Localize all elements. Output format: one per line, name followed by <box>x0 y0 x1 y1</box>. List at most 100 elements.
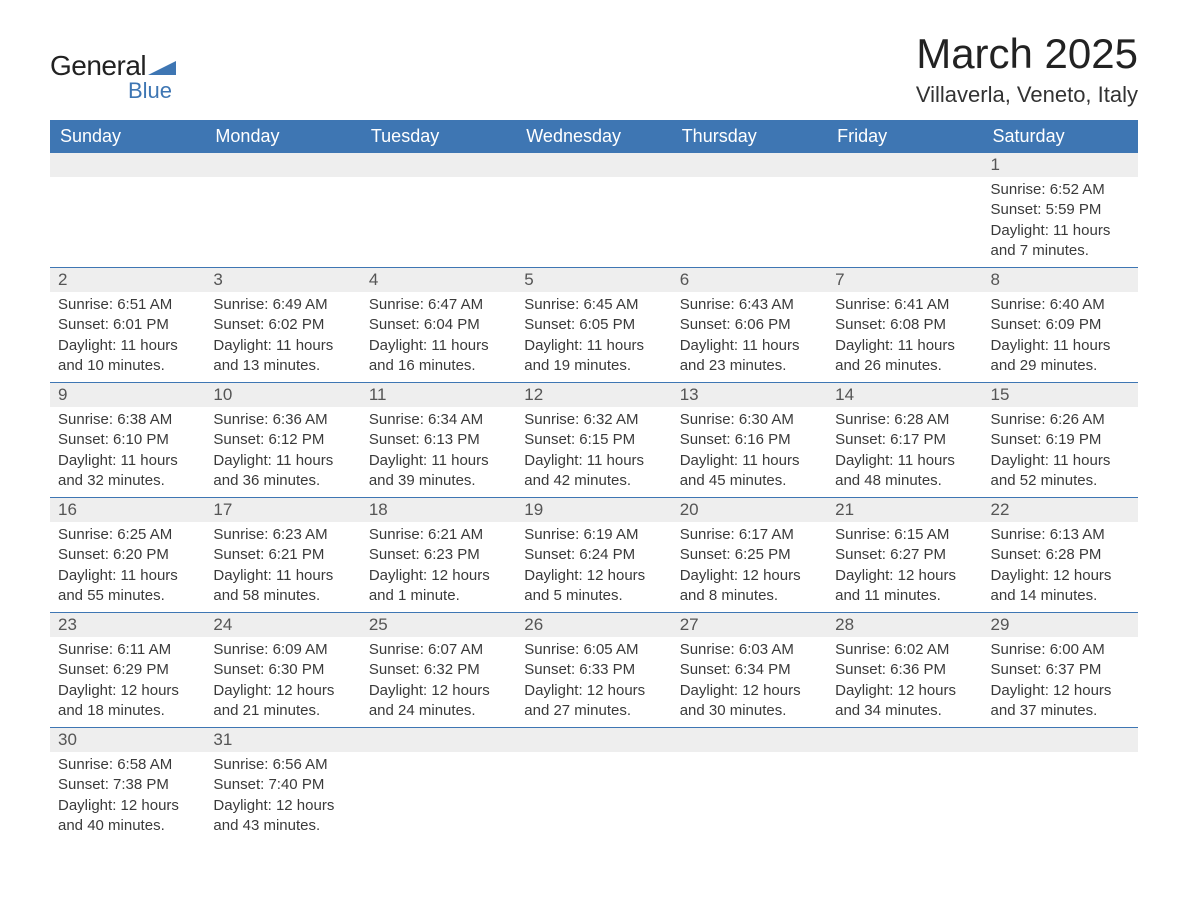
day-cell <box>827 728 982 842</box>
day-cell <box>205 153 360 267</box>
day-cell: 2Sunrise: 6:51 AMSunset: 6:01 PMDaylight… <box>50 268 205 382</box>
day-number: 19 <box>516 498 671 522</box>
day-body: Sunrise: 6:30 AMSunset: 6:16 PMDaylight:… <box>672 407 827 497</box>
sunrise-text: Sunrise: 6:45 AM <box>524 295 663 315</box>
day-cell: 8Sunrise: 6:40 AMSunset: 6:09 PMDaylight… <box>983 268 1138 382</box>
daylight-text: Daylight: 11 hours and 45 minutes. <box>680 451 819 492</box>
sunrise-text: Sunrise: 6:09 AM <box>213 640 352 660</box>
daylight-text: Daylight: 11 hours and 36 minutes. <box>213 451 352 492</box>
sunrise-text: Sunrise: 6:28 AM <box>835 410 974 430</box>
day-number <box>672 153 827 177</box>
daylight-text: Daylight: 11 hours and 58 minutes. <box>213 566 352 607</box>
daylight-text: Daylight: 11 hours and 23 minutes. <box>680 336 819 377</box>
day-number: 7 <box>827 268 982 292</box>
day-body: Sunrise: 6:43 AMSunset: 6:06 PMDaylight:… <box>672 292 827 382</box>
sunset-text: Sunset: 5:59 PM <box>991 200 1130 220</box>
day-cell: 25Sunrise: 6:07 AMSunset: 6:32 PMDayligh… <box>361 613 516 727</box>
day-cell <box>672 728 827 842</box>
day-body: Sunrise: 6:34 AMSunset: 6:13 PMDaylight:… <box>361 407 516 497</box>
sunset-text: Sunset: 6:37 PM <box>991 660 1130 680</box>
sunrise-text: Sunrise: 6:49 AM <box>213 295 352 315</box>
daylight-text: Daylight: 12 hours and 37 minutes. <box>991 681 1130 722</box>
day-cell: 24Sunrise: 6:09 AMSunset: 6:30 PMDayligh… <box>205 613 360 727</box>
sunset-text: Sunset: 6:01 PM <box>58 315 197 335</box>
day-cell: 15Sunrise: 6:26 AMSunset: 6:19 PMDayligh… <box>983 383 1138 497</box>
sunset-text: Sunset: 6:33 PM <box>524 660 663 680</box>
weekday-header: Friday <box>827 120 982 153</box>
day-number <box>361 728 516 752</box>
sunrise-text: Sunrise: 6:36 AM <box>213 410 352 430</box>
day-body: Sunrise: 6:40 AMSunset: 6:09 PMDaylight:… <box>983 292 1138 382</box>
sunrise-text: Sunrise: 6:40 AM <box>991 295 1130 315</box>
day-number: 14 <box>827 383 982 407</box>
sunset-text: Sunset: 6:19 PM <box>991 430 1130 450</box>
day-number <box>205 153 360 177</box>
daylight-text: Daylight: 11 hours and 29 minutes. <box>991 336 1130 377</box>
day-body: Sunrise: 6:07 AMSunset: 6:32 PMDaylight:… <box>361 637 516 727</box>
day-body: Sunrise: 6:11 AMSunset: 6:29 PMDaylight:… <box>50 637 205 727</box>
day-body: Sunrise: 6:21 AMSunset: 6:23 PMDaylight:… <box>361 522 516 612</box>
sunrise-text: Sunrise: 6:26 AM <box>991 410 1130 430</box>
day-body <box>827 177 982 186</box>
sunset-text: Sunset: 6:15 PM <box>524 430 663 450</box>
daylight-text: Daylight: 11 hours and 10 minutes. <box>58 336 197 377</box>
day-body <box>516 177 671 186</box>
day-body: Sunrise: 6:58 AMSunset: 7:38 PMDaylight:… <box>50 752 205 842</box>
day-number: 25 <box>361 613 516 637</box>
daylight-text: Daylight: 11 hours and 26 minutes. <box>835 336 974 377</box>
day-cell: 21Sunrise: 6:15 AMSunset: 6:27 PMDayligh… <box>827 498 982 612</box>
day-body: Sunrise: 6:32 AMSunset: 6:15 PMDaylight:… <box>516 407 671 497</box>
sunset-text: Sunset: 6:34 PM <box>680 660 819 680</box>
day-cell <box>672 153 827 267</box>
day-body: Sunrise: 6:00 AMSunset: 6:37 PMDaylight:… <box>983 637 1138 727</box>
daylight-text: Daylight: 12 hours and 1 minute. <box>369 566 508 607</box>
sunset-text: Sunset: 7:40 PM <box>213 775 352 795</box>
month-title: March 2025 <box>916 30 1138 78</box>
sunrise-text: Sunrise: 6:43 AM <box>680 295 819 315</box>
day-body <box>983 752 1138 761</box>
sunset-text: Sunset: 6:28 PM <box>991 545 1130 565</box>
daylight-text: Daylight: 11 hours and 19 minutes. <box>524 336 663 377</box>
day-number: 12 <box>516 383 671 407</box>
sunset-text: Sunset: 6:32 PM <box>369 660 508 680</box>
day-body <box>50 177 205 186</box>
sunrise-text: Sunrise: 6:05 AM <box>524 640 663 660</box>
daylight-text: Daylight: 11 hours and 7 minutes. <box>991 221 1130 262</box>
day-cell: 28Sunrise: 6:02 AMSunset: 6:36 PMDayligh… <box>827 613 982 727</box>
sunrise-text: Sunrise: 6:52 AM <box>991 180 1130 200</box>
sunrise-text: Sunrise: 6:02 AM <box>835 640 974 660</box>
day-cell <box>361 153 516 267</box>
weekday-header: Monday <box>205 120 360 153</box>
daylight-text: Daylight: 12 hours and 18 minutes. <box>58 681 197 722</box>
day-body: Sunrise: 6:47 AMSunset: 6:04 PMDaylight:… <box>361 292 516 382</box>
day-body: Sunrise: 6:13 AMSunset: 6:28 PMDaylight:… <box>983 522 1138 612</box>
sunrise-text: Sunrise: 6:34 AM <box>369 410 508 430</box>
day-body: Sunrise: 6:25 AMSunset: 6:20 PMDaylight:… <box>50 522 205 612</box>
sunrise-text: Sunrise: 6:17 AM <box>680 525 819 545</box>
day-body <box>205 177 360 186</box>
day-number: 10 <box>205 383 360 407</box>
weekday-header: Saturday <box>983 120 1138 153</box>
sunset-text: Sunset: 6:20 PM <box>58 545 197 565</box>
day-body: Sunrise: 6:03 AMSunset: 6:34 PMDaylight:… <box>672 637 827 727</box>
day-number: 16 <box>50 498 205 522</box>
day-body: Sunrise: 6:49 AMSunset: 6:02 PMDaylight:… <box>205 292 360 382</box>
sunrise-text: Sunrise: 6:15 AM <box>835 525 974 545</box>
day-body <box>361 752 516 761</box>
sunset-text: Sunset: 6:09 PM <box>991 315 1130 335</box>
sunset-text: Sunset: 6:21 PM <box>213 545 352 565</box>
sunset-text: Sunset: 6:04 PM <box>369 315 508 335</box>
day-number <box>516 153 671 177</box>
week-row: 30Sunrise: 6:58 AMSunset: 7:38 PMDayligh… <box>50 727 1138 842</box>
daylight-text: Daylight: 12 hours and 27 minutes. <box>524 681 663 722</box>
sunrise-text: Sunrise: 6:00 AM <box>991 640 1130 660</box>
sunrise-text: Sunrise: 6:19 AM <box>524 525 663 545</box>
day-cell: 29Sunrise: 6:00 AMSunset: 6:37 PMDayligh… <box>983 613 1138 727</box>
day-cell: 22Sunrise: 6:13 AMSunset: 6:28 PMDayligh… <box>983 498 1138 612</box>
sunrise-text: Sunrise: 6:11 AM <box>58 640 197 660</box>
week-row: 16Sunrise: 6:25 AMSunset: 6:20 PMDayligh… <box>50 497 1138 612</box>
day-cell <box>516 153 671 267</box>
sunset-text: Sunset: 6:05 PM <box>524 315 663 335</box>
day-cell <box>827 153 982 267</box>
flag-icon <box>148 57 176 75</box>
